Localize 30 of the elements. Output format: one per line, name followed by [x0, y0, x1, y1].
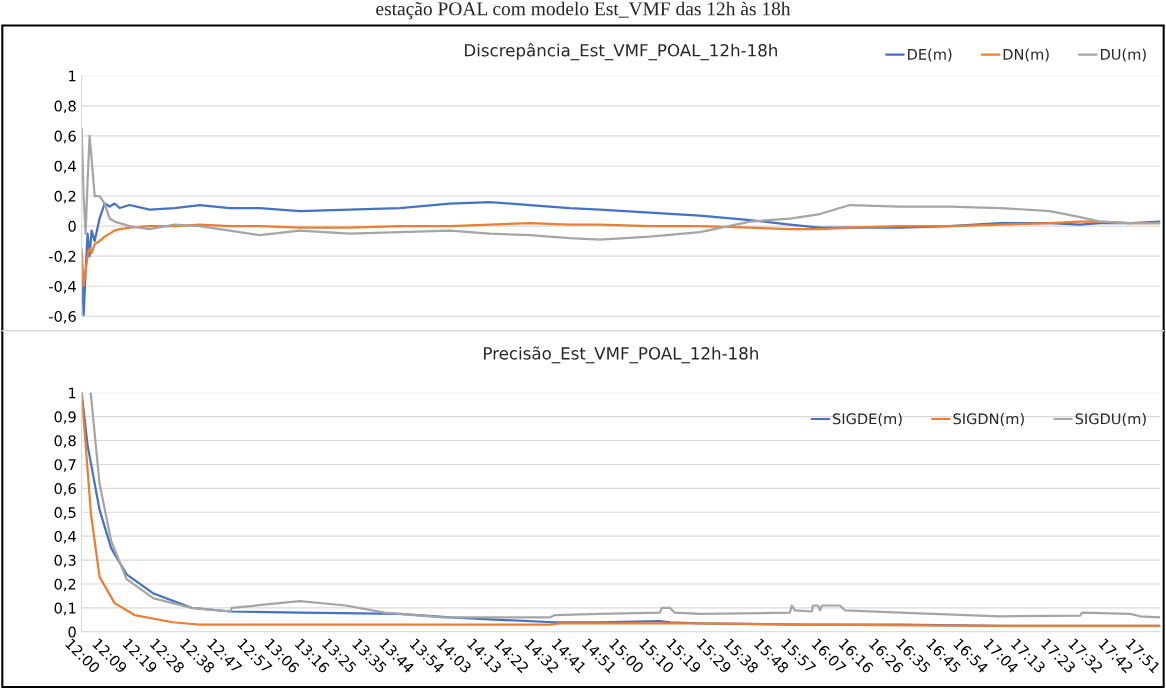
y-tick-label: 0,1: [54, 602, 76, 616]
legend-label: SIGDN(m): [953, 413, 1024, 427]
y-tick-label: 0: [68, 626, 76, 638]
y-tick-label: 0,8: [54, 100, 76, 114]
y-tick-label: -0,6: [49, 310, 76, 324]
text: estação POAL com modelo Est_VMF das 12h às 18h: [376, 1, 791, 20]
y-tick-label: 0,2: [54, 190, 76, 204]
y-tick-label: 0,6: [54, 483, 76, 496]
y-tick-label: 0,8: [54, 435, 76, 448]
legend-label: SIGDU(m): [1075, 413, 1146, 427]
y-tick-label: -0,4: [49, 280, 76, 294]
y-tick-label: 0,2: [54, 578, 76, 592]
y-tick-label: 0,9: [54, 411, 76, 424]
y-tick-label: 0,3: [54, 554, 76, 568]
chart-title: Precisão_Est_VMF_POAL_12h-18h: [484, 346, 758, 364]
y-tick-label: 0,6: [54, 130, 76, 144]
y-tick-label: 0: [68, 220, 76, 232]
y-tick-label: 0,5: [54, 506, 76, 520]
y-tick-label: 0,4: [54, 530, 76, 544]
line-series: [81, 127, 1161, 241]
y-tick-label: 1: [69, 387, 76, 399]
y-tick-label: 0,7: [54, 459, 76, 472]
legend-label: DE(m): [908, 48, 952, 62]
legend-label: DU(m): [1100, 48, 1146, 62]
y-tick-label: -0,2: [49, 250, 76, 264]
legend-label: SIGDE(m): [833, 413, 902, 427]
legend-label: DN(m): [1003, 48, 1049, 62]
y-tick-label: 0,4: [54, 160, 76, 174]
y-tick-label: 1: [69, 70, 76, 82]
chart-title: Discrepância_Est_VMF_POAL_12h-18h: [465, 43, 777, 61]
